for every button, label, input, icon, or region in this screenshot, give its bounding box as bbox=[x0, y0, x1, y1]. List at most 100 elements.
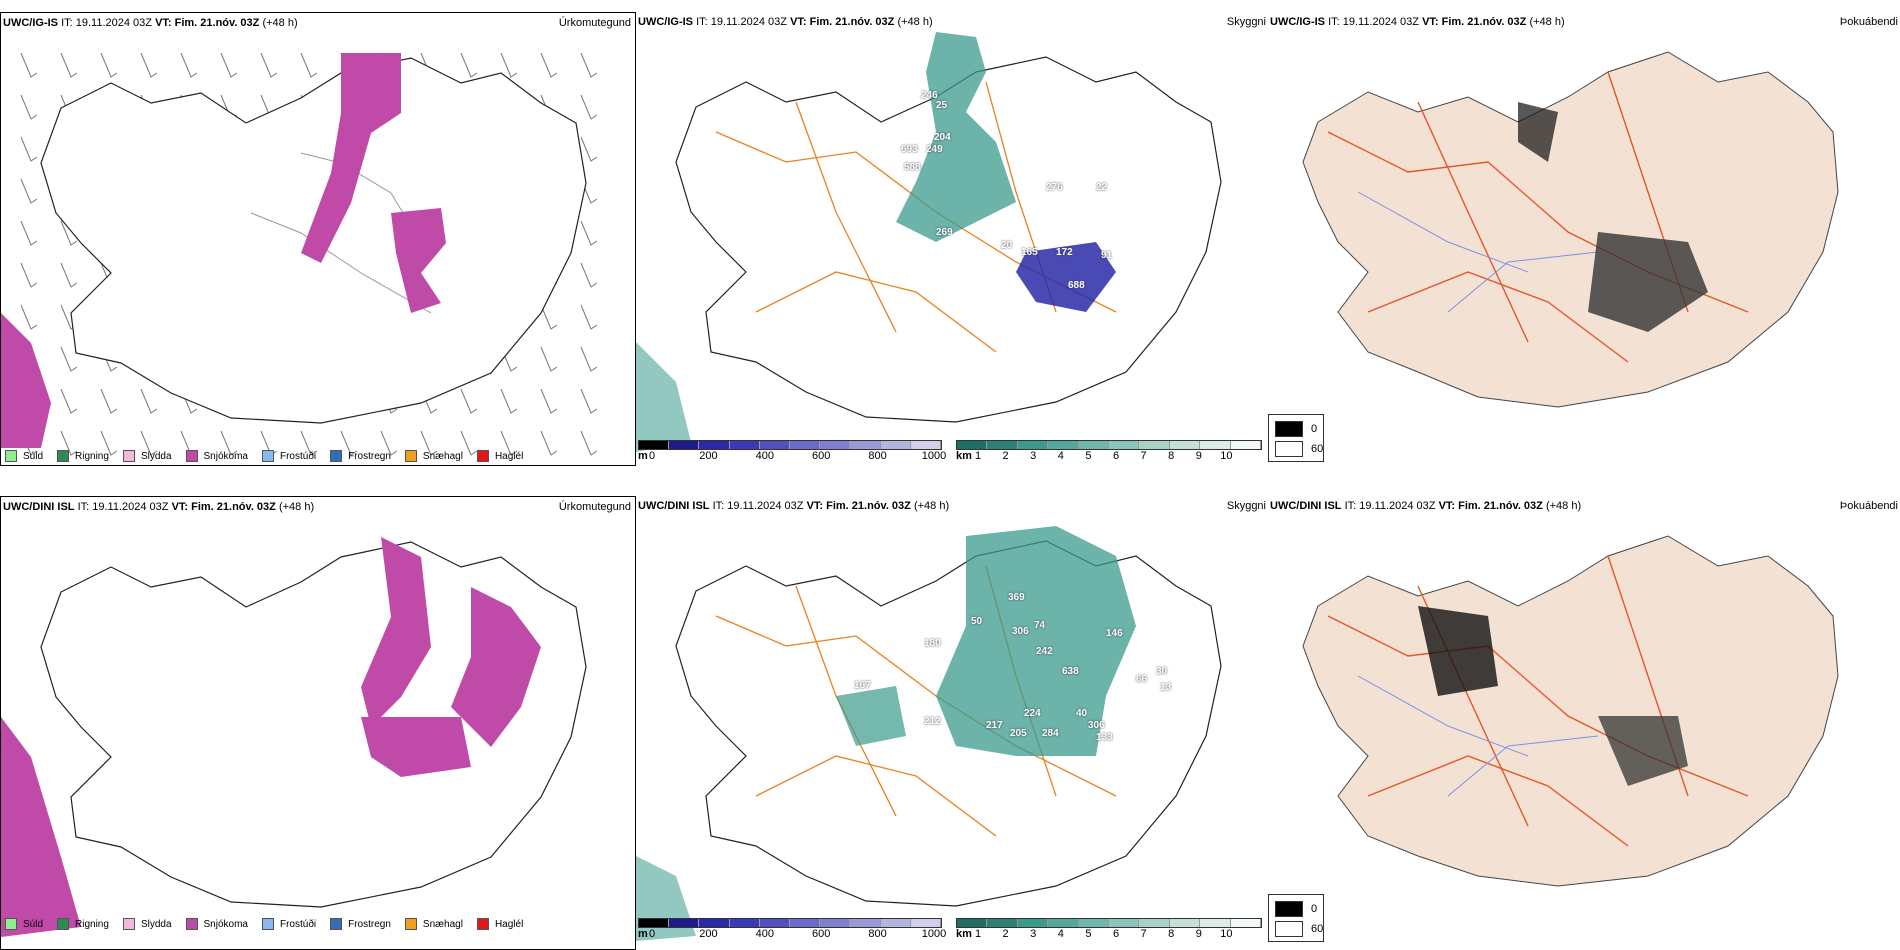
colorbar-tick: 600 bbox=[812, 450, 831, 462]
legend-swatch bbox=[57, 918, 70, 930]
colorbar-cell bbox=[1109, 919, 1140, 927]
legend-label: Súld bbox=[23, 450, 44, 462]
colorbar-strip bbox=[956, 440, 1262, 450]
colorbar-cell bbox=[1230, 919, 1262, 927]
it-value: 19.11.2024 03Z bbox=[1359, 500, 1436, 512]
visibility-value-label: 22 bbox=[1096, 182, 1108, 193]
colorbar-cell bbox=[1169, 919, 1201, 927]
legend-label: Snjókoma bbox=[203, 918, 248, 930]
visibility-value-label: 180 bbox=[924, 638, 941, 649]
panel-title: Skyggni bbox=[1226, 16, 1266, 28]
colorbar-tick: 800 bbox=[868, 928, 887, 940]
colorbar-cell bbox=[1139, 441, 1170, 449]
visibility-value-label: 306 bbox=[1088, 720, 1105, 731]
iceland-map-fog-top bbox=[1302, 51, 1839, 408]
legend-swatch bbox=[261, 918, 274, 930]
colorbar-cell bbox=[987, 919, 1018, 927]
visibility-value-label: 66 bbox=[1136, 674, 1148, 685]
model-name: UWC/IG-IS bbox=[3, 17, 58, 29]
fog-legend-label: 0 bbox=[1311, 423, 1318, 435]
colorbar-cell bbox=[850, 919, 881, 927]
colorbar-cell bbox=[910, 919, 942, 927]
colorbar-tick: 1 bbox=[974, 928, 982, 940]
visibility-value-label: 133 bbox=[1096, 732, 1113, 743]
fog-legend-label: 60 bbox=[1311, 923, 1324, 935]
iceland-map-precip-bottom bbox=[1, 537, 587, 937]
colorbar-cell bbox=[729, 919, 760, 927]
colorbar-tick: 4 bbox=[1057, 928, 1064, 940]
colorbar-cell bbox=[880, 919, 911, 927]
visibility-value-label: 246 bbox=[921, 90, 938, 101]
legend-swatch bbox=[185, 918, 198, 930]
colorbar-tick: 1000 bbox=[921, 450, 947, 462]
colorbar-tick: 400 bbox=[755, 450, 774, 462]
visibility-value-label: 30 bbox=[1156, 666, 1168, 677]
colorbar-unit: m bbox=[638, 450, 648, 462]
legend-label: Frostregn bbox=[348, 450, 391, 462]
it-value: 19.11.2024 03Z bbox=[92, 501, 169, 513]
colorbar-tick: 8 bbox=[1168, 928, 1175, 940]
vt-value: Fim. 21.nóv. 03Z bbox=[809, 16, 895, 28]
colorbar-cell bbox=[790, 441, 821, 449]
legend-item: Slydda bbox=[122, 918, 172, 930]
lead-time: (+48 h) bbox=[897, 16, 933, 28]
legend-item: Rigning bbox=[57, 450, 109, 462]
panel-header: UWC/DINI ISL IT: 19.11.2024 03Z VT: Fim.… bbox=[638, 500, 949, 512]
visibility-km-colorbar: km 1 2 3 4 5 6 7 8 9 10 bbox=[956, 440, 1262, 466]
iceland-map-visibility-bottom bbox=[636, 526, 1222, 941]
legend-swatch bbox=[476, 450, 489, 462]
visibility-value-label: 205 bbox=[1010, 728, 1027, 739]
visibility-value-label: 212 bbox=[924, 716, 941, 727]
visibility-value-label: 369 bbox=[1008, 592, 1025, 603]
it-value: 19.11.2024 03Z bbox=[75, 17, 152, 29]
visibility-value-label: 74 bbox=[1034, 620, 1046, 631]
vt-label: VT: bbox=[806, 500, 824, 512]
vt-value: Fim. 21.nóv. 03Z bbox=[174, 17, 260, 29]
vt-value: Fim. 21.nóv. 03Z bbox=[1458, 500, 1543, 512]
colorbar-tick: 1 bbox=[974, 450, 982, 462]
panel-header: UWC/IG-IS IT: 19.11.2024 03Z VT: Fim. 21… bbox=[1270, 16, 1565, 28]
fog-swatch bbox=[1275, 901, 1303, 917]
legend-label: Rigning bbox=[75, 450, 109, 462]
fog-legend-top: 0 60 bbox=[1268, 414, 1324, 462]
vt-label: VT: bbox=[155, 17, 172, 29]
colorbar-strip bbox=[638, 918, 942, 928]
colorbar-cell bbox=[669, 919, 700, 927]
visibility-value-label: 91 bbox=[1101, 250, 1113, 261]
colorbar-strip bbox=[638, 440, 942, 450]
visibility-map-top: UWC/IG-IS IT: 19.11.2024 03Z VT: Fim. 21… bbox=[636, 12, 1268, 466]
precip-type-legend: Súld Rigning Slydda Snjókoma Frostúði Frostre… bbox=[5, 447, 537, 465]
colorbar-tick: 0 bbox=[648, 450, 656, 462]
fog-swatch bbox=[1275, 421, 1303, 437]
legend-swatch bbox=[404, 450, 417, 462]
colorbar-cell bbox=[987, 441, 1018, 449]
panel-title: Skyggni bbox=[1226, 500, 1266, 512]
vt-value: Fim. 21.nóv. 03Z bbox=[826, 500, 911, 512]
legend-label: Snæhagl bbox=[422, 450, 463, 462]
colorbar-tick: 6 bbox=[1112, 450, 1120, 462]
visibility-value-label: 693 bbox=[901, 144, 918, 155]
colorbar-tick: 7 bbox=[1140, 928, 1147, 940]
colorbar-tick: 4 bbox=[1057, 450, 1064, 462]
visibility-value-label: 20 bbox=[1001, 240, 1013, 251]
colorbar-cell bbox=[1200, 441, 1231, 449]
visibility-value-label: 146 bbox=[1106, 628, 1123, 639]
it-label: IT: bbox=[696, 16, 708, 28]
precip-type-legend: Súld Rigning Slydda Snjókoma Frostúði Frostre… bbox=[5, 915, 537, 933]
it-label: IT: bbox=[61, 17, 73, 29]
legend-item: Frostúði bbox=[261, 450, 316, 462]
visibility-value-label: 204 bbox=[934, 132, 951, 143]
colorbar-cell bbox=[699, 919, 730, 927]
legend-item: Rigning bbox=[57, 918, 109, 930]
it-label: IT: bbox=[712, 500, 725, 512]
legend-label: Súld bbox=[23, 918, 44, 930]
panel-header: UWC/DINI ISL IT: 19.11.2024 03Z VT: Fim.… bbox=[3, 501, 314, 513]
legend-label: Frostregn bbox=[348, 918, 391, 930]
colorbar-cell bbox=[910, 441, 942, 449]
visibility-km-colorbar: km 1 2 3 4 5 6 7 8 9 10 bbox=[956, 918, 1262, 944]
colorbar-tick: 9 bbox=[1195, 450, 1202, 462]
model-name: UWC/IG-IS bbox=[638, 16, 693, 28]
iceland-map-precip-top bbox=[1, 52, 598, 456]
lead-time: (+48 h) bbox=[262, 17, 298, 29]
it-value: 19.11.2024 03Z bbox=[1342, 16, 1419, 28]
